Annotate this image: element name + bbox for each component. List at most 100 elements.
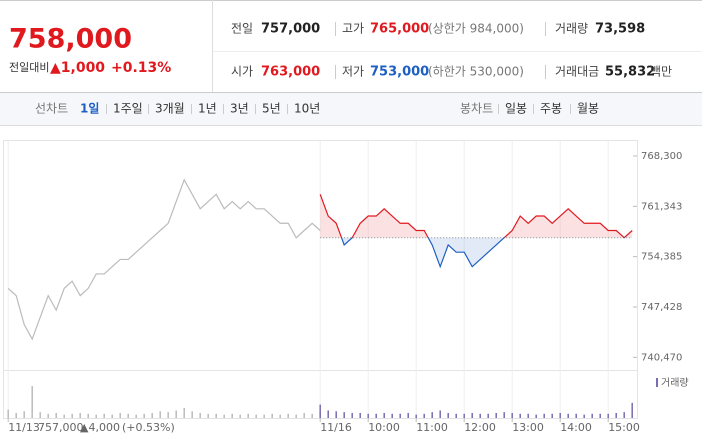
toolbar xyxy=(0,93,702,125)
volume-bar xyxy=(567,413,569,418)
volume-bar xyxy=(239,414,241,418)
volume-bar xyxy=(335,411,337,418)
candle-chart-label: 봉차트 xyxy=(460,102,493,116)
volume-bar xyxy=(423,413,425,418)
volume-bar xyxy=(519,413,521,418)
period-tab[interactable]: 5년 xyxy=(262,102,281,116)
volume-bar xyxy=(159,411,161,418)
volume-bar xyxy=(143,413,145,418)
period-tab[interactable]: 3개월 xyxy=(155,102,185,116)
volume-bar xyxy=(103,413,105,418)
volume-bar xyxy=(263,414,265,418)
stat-label: 거래대금 xyxy=(555,65,599,79)
volume-bar xyxy=(31,386,33,418)
volume-bar xyxy=(615,412,617,418)
volume-bar xyxy=(199,412,201,418)
volume-bar xyxy=(607,413,609,418)
volume-bar xyxy=(599,413,601,418)
x-tick-label: 11/16 xyxy=(320,421,352,434)
stat-label: 시가 xyxy=(231,65,253,79)
volume-bar xyxy=(303,412,305,418)
volume-bar xyxy=(63,414,65,418)
volume-bar xyxy=(247,413,249,418)
volume-bar xyxy=(367,413,369,418)
period-tab[interactable]: 1일 xyxy=(80,102,99,116)
volume-bar xyxy=(151,412,153,418)
volume-bar xyxy=(175,410,177,418)
volume-bar xyxy=(191,411,193,418)
x-tick-label: 13:00 xyxy=(512,421,544,434)
stat-value: 765,000 xyxy=(370,22,429,37)
period-tab[interactable]: 1년 xyxy=(198,102,217,116)
y-tick-label: 768,300 xyxy=(641,151,682,162)
x-tick-label: 10:00 xyxy=(368,421,400,434)
volume-bar xyxy=(7,409,9,418)
prev-change: ▲4,000 xyxy=(80,421,120,434)
volume-bar xyxy=(495,412,497,418)
stat-note: (하한가 530,000) xyxy=(428,65,524,79)
volume-bar xyxy=(463,413,465,418)
volume-bar xyxy=(271,413,273,418)
volume-bar xyxy=(255,414,257,418)
volume-bar xyxy=(23,411,25,418)
volume-bar xyxy=(383,412,385,418)
stat-value: 753,000 xyxy=(370,65,429,80)
volume-bar xyxy=(95,414,97,418)
volume-bar xyxy=(87,413,89,418)
line-chart-label: 선차트 xyxy=(35,102,68,116)
stat-value: 757,000 xyxy=(261,22,320,37)
volume-bar xyxy=(279,414,281,418)
legend-swatch xyxy=(656,378,658,387)
volume-bar xyxy=(295,414,297,418)
change-label: 전일대비 xyxy=(9,60,49,74)
volume-bar xyxy=(511,412,513,418)
x-tick-label: 12:00 xyxy=(464,421,496,434)
volume-bar xyxy=(471,412,473,418)
volume-bar xyxy=(207,413,209,418)
volume-bar xyxy=(351,412,353,418)
x-tick-label: 15:00 xyxy=(608,421,640,434)
volume-bar xyxy=(551,413,553,418)
volume-bar xyxy=(431,412,433,418)
y-tick-label: 740,470 xyxy=(641,352,682,363)
period-tab[interactable]: 1주일 xyxy=(113,102,143,116)
stat-value: 763,000 xyxy=(261,65,320,80)
stat-value: 73,598 xyxy=(595,22,645,37)
volume-bar xyxy=(55,412,57,418)
prev-close: 757,000 xyxy=(38,421,84,434)
volume-bar xyxy=(503,412,505,418)
volume-bar xyxy=(111,414,113,418)
x-tick-label: 11/13 xyxy=(8,421,40,434)
stat-label: 거래량 xyxy=(555,22,588,36)
volume-bar xyxy=(415,414,417,418)
period-tab[interactable]: 3년 xyxy=(230,102,249,116)
volume-bar xyxy=(439,410,441,418)
stat-label: 고가 xyxy=(342,22,364,36)
volume-bar xyxy=(399,413,401,418)
volume-bar xyxy=(407,412,409,418)
volume-bar xyxy=(487,413,489,418)
volume-bar xyxy=(327,410,329,418)
volume-bar xyxy=(223,414,225,418)
volume-bar xyxy=(623,412,625,418)
y-tick-label: 747,428 xyxy=(641,302,682,313)
volume-bar xyxy=(447,412,449,418)
volume-bar xyxy=(527,413,529,418)
volume-bar xyxy=(359,412,361,418)
y-tick-label: 754,385 xyxy=(641,252,682,263)
change-rate: +0.13% xyxy=(111,60,171,76)
volume-bar xyxy=(311,413,313,418)
volume-bar xyxy=(287,413,289,418)
price: 758,000 xyxy=(9,24,132,55)
stat-label: 전일 xyxy=(231,22,253,36)
period-tab[interactable]: 10년 xyxy=(294,102,320,116)
candle-tab[interactable]: 일봉 xyxy=(505,102,527,116)
stat-note: (상한가 984,000) xyxy=(428,22,524,36)
candle-tab[interactable]: 월봉 xyxy=(577,102,599,116)
volume-bar xyxy=(535,414,537,418)
volume-bar xyxy=(167,412,169,418)
volume-bar xyxy=(15,412,17,418)
stat-unit: 백만 xyxy=(650,65,672,79)
candle-tab[interactable]: 주봉 xyxy=(540,102,562,116)
